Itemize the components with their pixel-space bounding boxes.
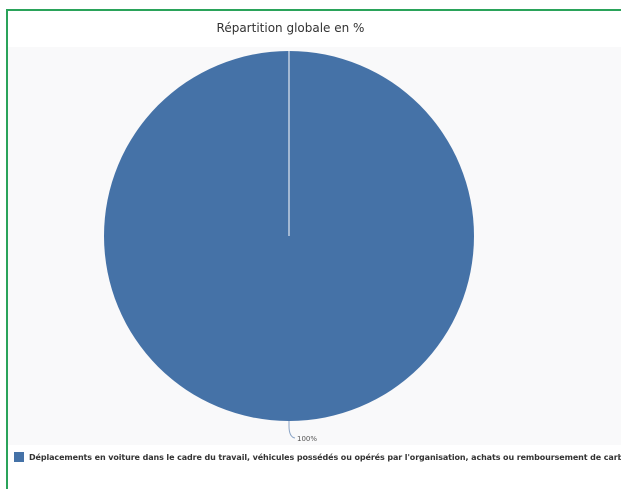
chart-title: Répartition globale en % (216, 21, 365, 35)
legend-swatch (14, 452, 24, 462)
pie-chart: 100% (104, 51, 474, 443)
legend-label: Déplacements en voiture dans le cadre du… (29, 452, 621, 462)
legend[interactable]: Déplacements en voiture dans le cadre du… (14, 452, 621, 462)
data-label-0: 100% (297, 435, 317, 443)
data-label-connector-0 (288, 421, 296, 439)
